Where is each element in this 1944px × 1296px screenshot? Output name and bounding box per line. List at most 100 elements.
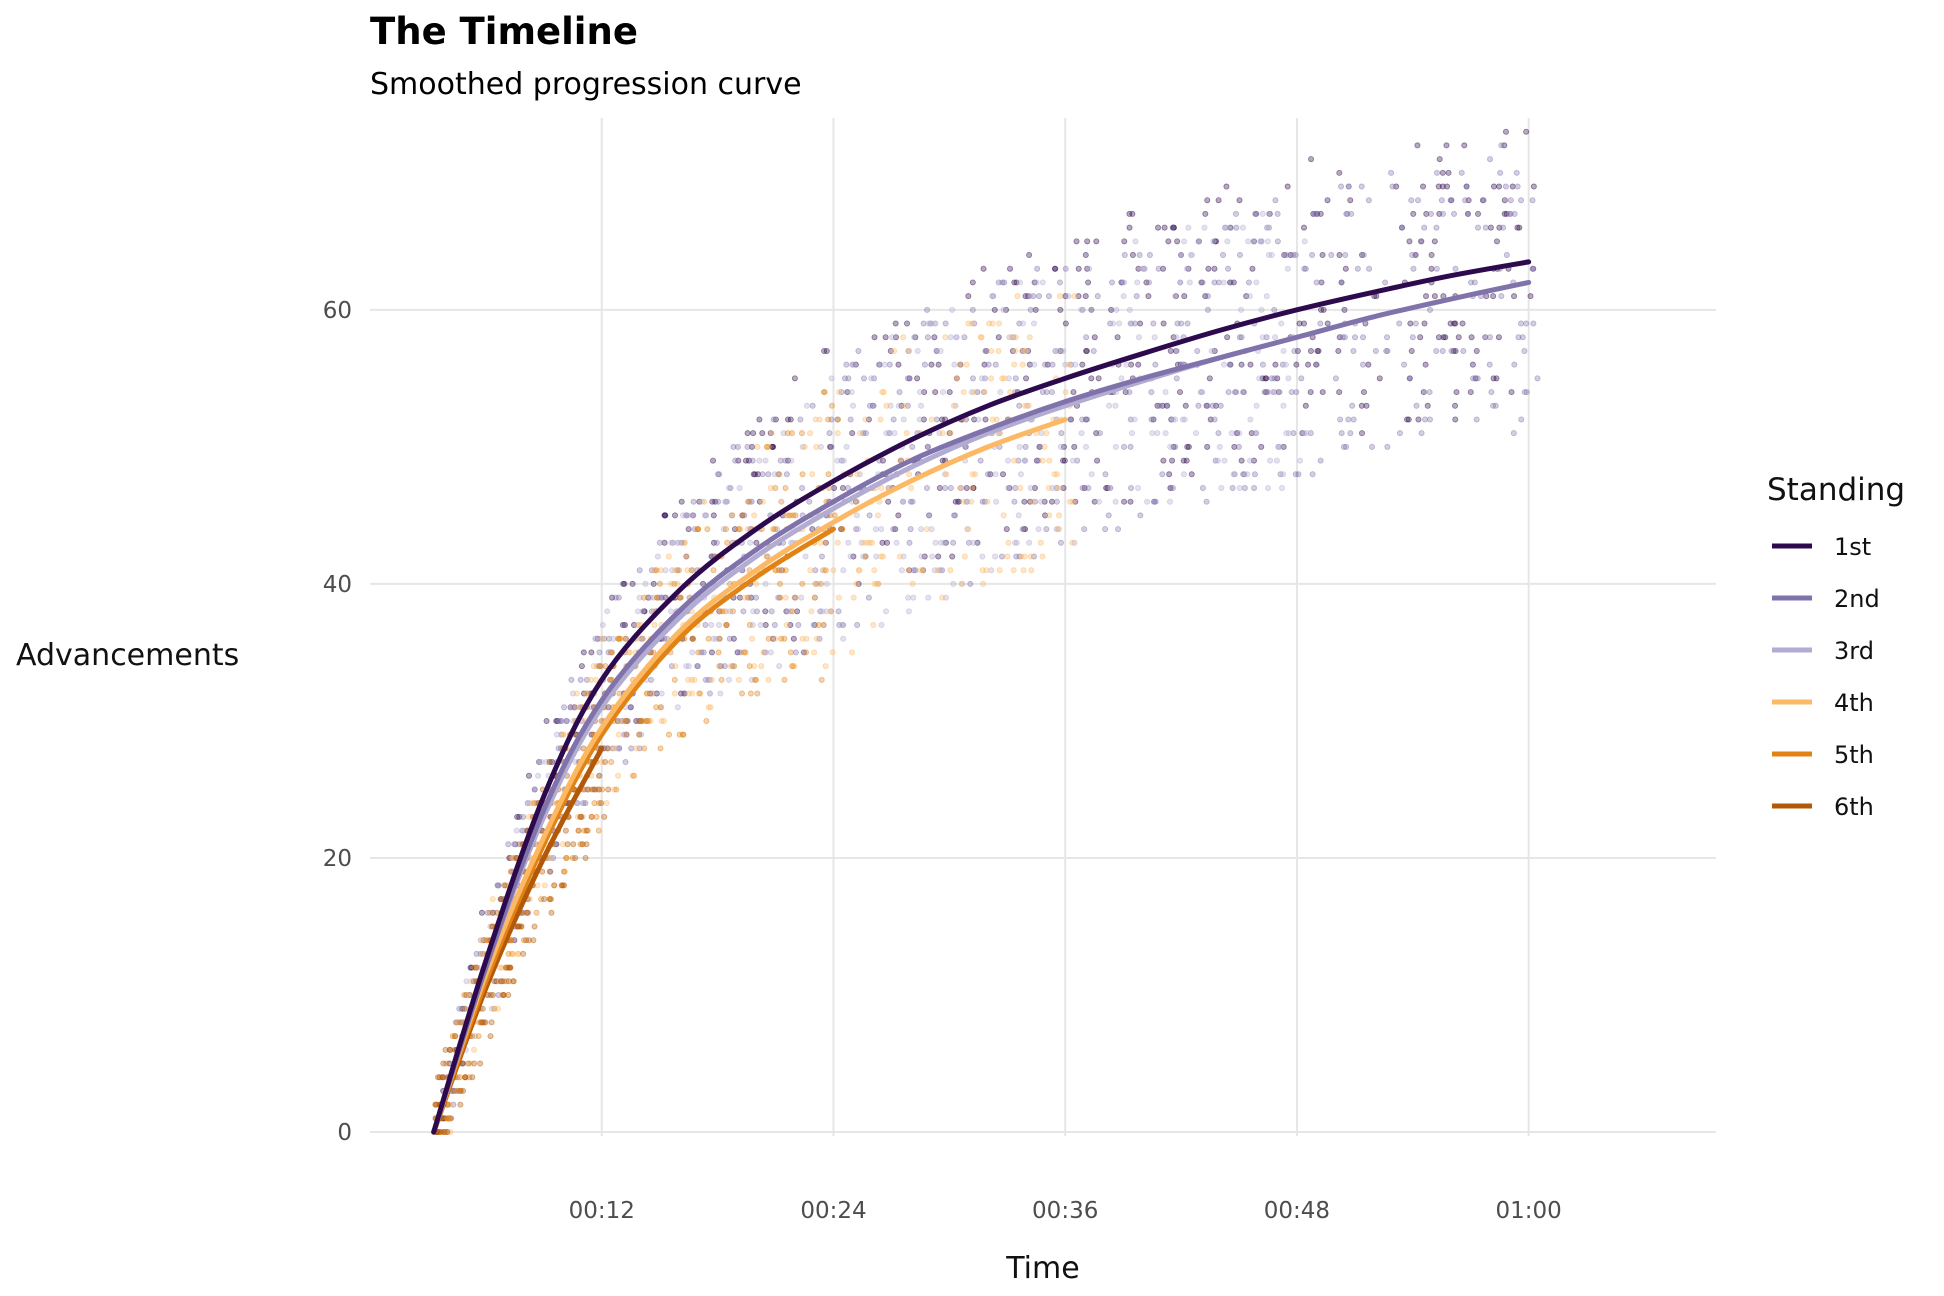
scatter-point — [1236, 430, 1243, 437]
scatter-point — [1011, 279, 1018, 286]
scatter-point — [909, 443, 916, 450]
scatter-point — [1516, 224, 1523, 231]
scatter-point — [777, 457, 784, 464]
scatter-point — [1507, 210, 1514, 217]
scatter-point — [615, 635, 622, 642]
scatter-point — [1474, 375, 1481, 382]
scatter-point — [615, 772, 622, 779]
scatter-point — [1344, 210, 1351, 217]
scatter-point — [993, 416, 1000, 423]
scatter-point — [1272, 361, 1279, 368]
scatter-point — [1507, 197, 1514, 204]
scatter-point — [1091, 334, 1098, 341]
scatter-point — [790, 663, 797, 670]
scatter-point — [764, 553, 771, 560]
scatter-point — [880, 389, 887, 396]
scatter-point — [772, 526, 779, 533]
scatter-point — [1213, 402, 1220, 409]
scatter-point — [658, 717, 665, 724]
scatter-point — [633, 745, 640, 752]
scatter-point — [518, 923, 525, 930]
scatter-point — [1067, 416, 1074, 423]
scatter-point — [1004, 553, 1011, 560]
scatter-point — [736, 484, 743, 491]
scatter-point — [472, 1033, 479, 1040]
scatter-point — [477, 950, 484, 957]
scatter-point — [795, 622, 802, 629]
scatter-point — [1188, 252, 1195, 259]
scatter-point — [873, 553, 880, 560]
scatter-point — [943, 471, 950, 478]
scatter-point — [1247, 361, 1254, 368]
scatter-point — [931, 334, 938, 341]
scatter-point — [599, 635, 606, 642]
scatter-point — [1265, 252, 1272, 259]
scatter-point — [1129, 210, 1136, 217]
scatter-point — [1258, 443, 1265, 450]
scatter-point — [1035, 526, 1042, 533]
scatter-point — [747, 690, 754, 697]
scatter-point — [752, 471, 759, 478]
scatter-point — [594, 635, 601, 642]
scatter-point — [722, 498, 729, 505]
scatter-point — [691, 676, 698, 683]
scatter-point — [777, 580, 784, 587]
scatter-point — [1107, 320, 1114, 327]
scatter-point — [1012, 539, 1019, 546]
scatter-point — [1204, 402, 1211, 409]
scatter-point — [1272, 334, 1279, 341]
scatter-point — [925, 594, 932, 601]
scatter-point — [510, 950, 517, 957]
scatter-point — [1256, 375, 1263, 382]
scatter-point — [1127, 443, 1134, 450]
x-tick-label: 00:36 — [1032, 1198, 1098, 1224]
scatter-point — [895, 361, 902, 368]
scatter-point — [762, 649, 769, 656]
scatter-point — [1169, 457, 1176, 464]
scatter-point — [1057, 539, 1064, 546]
scatter-point — [747, 539, 754, 546]
scatter-point — [1211, 347, 1218, 354]
scatter-point — [623, 717, 630, 724]
scatter-point — [1086, 265, 1093, 272]
scatter-point — [739, 512, 746, 519]
scatter-point — [1238, 334, 1245, 341]
scatter-point — [1263, 293, 1270, 300]
scatter-point — [551, 882, 558, 889]
scatter-point — [1170, 443, 1177, 450]
scatter-point — [981, 389, 988, 396]
scatter-point — [933, 347, 940, 354]
scatter-point — [1339, 334, 1346, 341]
scatter-point — [1501, 210, 1508, 217]
scatter-point — [869, 539, 876, 546]
scatter-point — [852, 361, 859, 368]
scatter-point — [454, 1087, 461, 1094]
scatter-point — [965, 320, 972, 327]
scatter-point — [657, 704, 664, 711]
scatter-point — [860, 430, 867, 437]
scatter-point — [981, 361, 988, 368]
scatter-point — [741, 512, 748, 519]
scatter-point — [1420, 183, 1427, 190]
scatter-point — [870, 402, 877, 409]
scatter-point — [649, 690, 656, 697]
scatter-point — [862, 553, 869, 560]
scatter-point — [444, 1115, 451, 1122]
scatter-point — [812, 580, 819, 587]
scatter-point — [623, 731, 630, 738]
scatter-point — [561, 704, 568, 711]
scatter-point — [887, 347, 894, 354]
scatter-point — [515, 841, 522, 848]
scatter-point — [716, 471, 723, 478]
scatter-point — [622, 717, 629, 724]
scatter-point — [861, 539, 868, 546]
scatter-point — [783, 608, 790, 615]
scatter-point — [929, 553, 936, 560]
scatter-point — [558, 882, 565, 889]
scatter-point — [1342, 265, 1349, 272]
scatter-point — [735, 457, 742, 464]
scatter-point — [871, 375, 878, 382]
scatter-point — [764, 443, 771, 450]
scatter-point — [1307, 389, 1314, 396]
scatter-point — [765, 676, 772, 683]
